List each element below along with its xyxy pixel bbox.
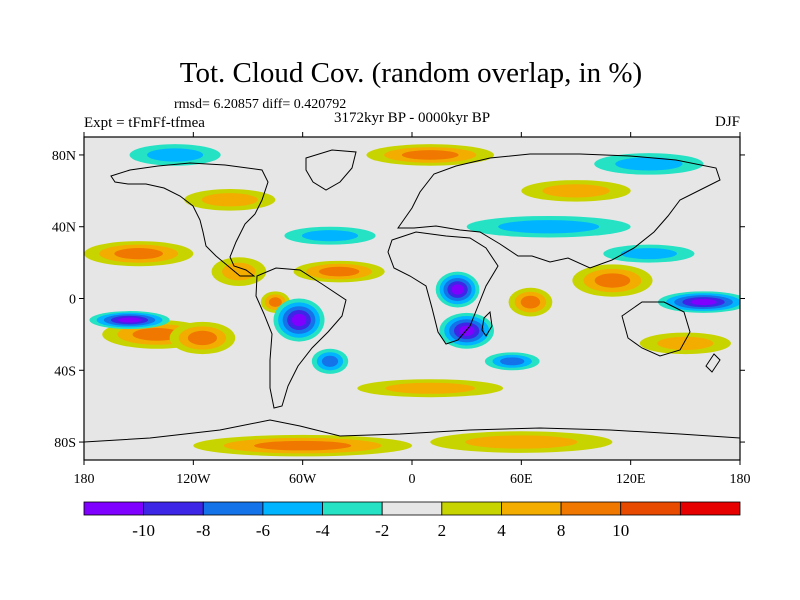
colorbar-swatch [560,501,622,516]
colorbar-label: 10 [612,521,629,540]
map-panel: 180 120W 60W 0 60E 120E 180 80N 40N 0 40S 80S [52,132,751,487]
colorbar-swatch [679,501,741,516]
coastline-madagascar [481,310,493,337]
y-tick-label: 80S [54,436,76,451]
stats-label: rmsd= 6.20857 diff= 0.420792 [174,97,346,112]
colorbar-label: -8 [196,521,210,540]
figure-title: Tot. Cloud Cov. (random overlap, in %) [180,57,642,89]
field-contour [147,148,204,162]
colorbar-swatch [202,501,264,516]
field-contour [321,355,339,367]
field-contour [465,435,578,449]
x-tick-label: 60W [289,472,317,487]
field-contour [268,297,282,307]
field-contour [254,440,352,451]
map-background [84,137,740,460]
field-contour [385,382,476,394]
field-contour [458,325,475,336]
colorbar-label: 8 [557,521,566,540]
map-axes: 180 120W 60W 0 60E 120E 180 80N 40N 0 40S 80S [52,132,751,487]
colorbar-swatch [441,501,502,516]
field-contour [318,266,360,277]
coastline-north-america [110,162,269,277]
colorbar-label: -10 [132,521,155,540]
x-tick-label: 180 [730,472,751,487]
field-contour [118,317,142,323]
field-contour [132,328,182,341]
colorbar-swatch [262,501,323,516]
colorbar-label: -2 [375,521,389,540]
x-tick-label: 120E [616,472,646,487]
colorbar-label: -6 [256,521,270,540]
field-contour [520,295,541,309]
colorbar-label: -4 [315,521,330,540]
colorbar-swatch [143,501,204,516]
field-contour [301,230,359,242]
colorbar: -10 -8 -6 -4 -2 2 4 8 10 [83,501,741,540]
coastlines [84,149,740,443]
season-label: DJF [715,114,740,130]
field-contour [201,193,258,207]
field-contour [594,273,631,288]
x-tick-label: 120W [176,472,211,487]
field-contour [500,357,525,366]
field-contour [401,150,459,160]
field-contour [291,313,307,327]
field-contour [498,220,600,234]
x-tick-label: 180 [74,472,95,487]
colorbar-swatch [620,501,681,516]
field-contour [657,336,714,350]
y-tick-label: 40N [52,221,76,236]
field-contour [542,184,610,198]
colorbar-label: 2 [438,521,447,540]
coastline-eurasia [397,153,721,269]
coastline-south-america [255,267,347,409]
cloud-anomaly-field [84,144,740,457]
colorbar-swatch [322,501,383,516]
field-contour [451,284,464,295]
field-contour [615,157,683,171]
y-tick-label: 80N [52,149,76,164]
field-contour [690,299,717,306]
x-tick-label: 60E [510,472,533,487]
x-tick-label: 0 [409,472,416,487]
y-tick-label: 0 [69,293,76,308]
experiment-label: Expt = tFmFf-tfmea [84,115,205,131]
coastline-africa [387,231,499,345]
colorbar-swatch [501,501,562,516]
field-contour [114,248,163,260]
field-contour [620,248,677,260]
field-contour [187,330,218,346]
coastline-antarctica [84,419,740,443]
colorbar-label: 4 [497,521,506,540]
colorbar-swatch [381,501,443,516]
period-label: 3172kyr BP - 0000kyr BP [334,110,490,126]
y-tick-label: 40S [54,364,76,379]
colorbar-swatch [83,501,145,516]
coastline-new-zealand [705,353,721,373]
coastline-greenland [305,149,357,191]
coastline-australia [621,301,691,357]
